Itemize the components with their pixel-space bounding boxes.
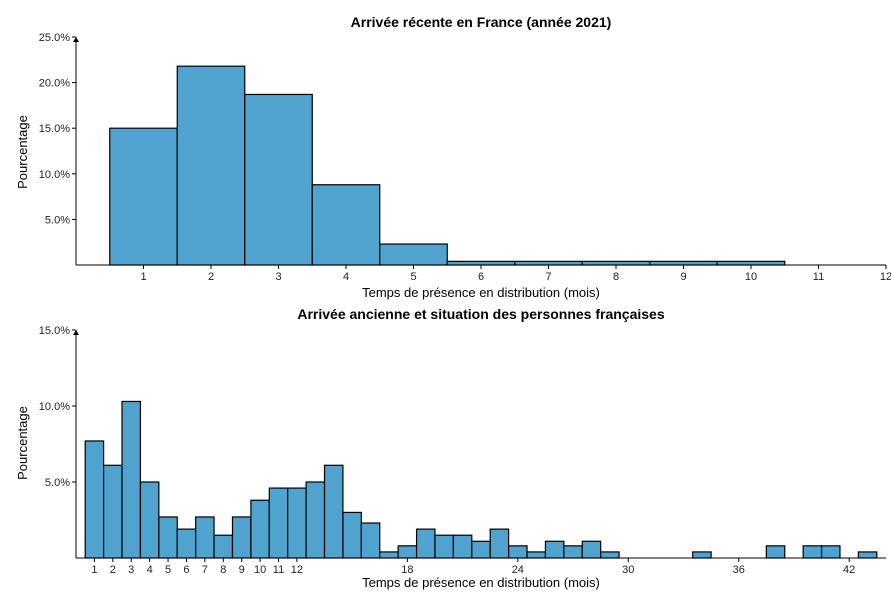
bar (176, 528, 197, 559)
chart-2-plot: 1 2 3 4 5 6 7 8 9 10 11 12 18 24 30 36 425.0%10.0%15.0% (39, 325, 886, 576)
bar (379, 551, 399, 559)
x-tick-label: 12 (291, 564, 303, 576)
bar (231, 516, 252, 559)
chart-1-y-axis-title: Pourcentage (15, 115, 30, 189)
bar (446, 260, 516, 266)
chart-1-plot: 1 2 3 4 5 6 7 8 9 10 11 125.0%10.0%15.0%20.0%25.0% (39, 32, 891, 283)
y-axis-arrow-icon (73, 330, 79, 335)
x-tick-label: 18 (401, 564, 413, 576)
bar (342, 511, 362, 559)
bar (600, 551, 620, 559)
x-tick-label: 12 (880, 271, 891, 283)
bar (692, 551, 712, 559)
bar (139, 481, 160, 559)
x-tick-label: 3 (275, 271, 281, 283)
y-tick-label: 20.0% (39, 78, 70, 90)
bar (489, 528, 510, 559)
bar (305, 481, 326, 559)
bar (397, 545, 418, 559)
x-tick-label: 3 (128, 564, 134, 576)
bar (287, 487, 307, 559)
y-tick-label: 15.0% (39, 325, 70, 337)
bar (508, 545, 528, 559)
x-tick-label: 6 (478, 271, 484, 283)
chart-1-title: Arrivée récente en France (année 2021) (351, 14, 612, 30)
bar (103, 464, 123, 559)
bar (213, 534, 234, 559)
x-tick-label: 5 (410, 271, 416, 283)
y-tick-label: 25.0% (39, 32, 70, 44)
bar (649, 260, 718, 266)
x-tick-label: 1 (91, 564, 97, 576)
chart-2-y-axis-title: Pourcentage (15, 406, 30, 480)
bar (514, 260, 583, 266)
y-tick-label: 5.0% (45, 214, 70, 226)
bar (244, 93, 313, 266)
bar (360, 522, 381, 559)
bar (471, 540, 491, 559)
x-tick-label: 9 (680, 271, 686, 283)
bar (716, 260, 786, 266)
x-tick-label: 10 (254, 564, 266, 576)
x-tick-label: 11 (813, 271, 824, 283)
bar (311, 184, 381, 266)
y-tick-label: 5.0% (45, 477, 70, 489)
bar (158, 516, 178, 559)
bar (434, 534, 454, 559)
x-tick-label: 4 (147, 564, 153, 576)
x-tick-label: 10 (745, 271, 757, 283)
chart-2-x-axis-title: Temps de présence en distribution (mois) (362, 575, 600, 590)
y-axis-arrow-icon (73, 37, 79, 42)
y-tick-label: 15.0% (39, 123, 70, 135)
bar (563, 545, 583, 559)
bar (802, 545, 823, 559)
y-tick-label: 10.0% (39, 169, 70, 181)
bar (415, 528, 436, 559)
bar (109, 127, 178, 266)
bar (581, 260, 651, 266)
bar (84, 440, 105, 559)
bar (323, 464, 344, 559)
bar (195, 516, 215, 559)
bar (581, 540, 602, 559)
x-tick-label: 2 (208, 271, 214, 283)
bar (176, 65, 246, 266)
x-tick-label: 7 (202, 564, 208, 576)
x-tick-label: 8 (220, 564, 226, 576)
x-tick-label: 1 (140, 271, 146, 283)
bar (268, 487, 289, 559)
x-tick-label: 4 (343, 271, 349, 283)
x-tick-label: 2 (110, 564, 116, 576)
x-tick-label: 11 (273, 564, 284, 576)
x-tick-label: 9 (239, 564, 245, 576)
y-tick-label: 10.0% (39, 401, 70, 413)
x-tick-label: 6 (183, 564, 189, 576)
x-tick-label: 8 (613, 271, 619, 283)
chart-1-x-axis-title: Temps de présence en distribution (mois) (362, 285, 600, 300)
bar (820, 545, 841, 559)
chart-2-title: Arrivée ancienne et situation des person… (297, 306, 664, 322)
bar (121, 400, 142, 559)
x-tick-label: 30 (622, 564, 634, 576)
x-tick-label: 5 (165, 564, 171, 576)
x-tick-label: 36 (733, 564, 745, 576)
x-tick-label: 24 (512, 564, 524, 576)
bar (857, 551, 878, 559)
bar (379, 243, 448, 266)
bar (526, 551, 547, 559)
bar (544, 540, 565, 559)
bar (250, 499, 270, 559)
bar (452, 534, 473, 559)
x-tick-label: 42 (843, 564, 855, 576)
x-tick-label: 7 (545, 271, 551, 283)
bar (765, 545, 786, 559)
